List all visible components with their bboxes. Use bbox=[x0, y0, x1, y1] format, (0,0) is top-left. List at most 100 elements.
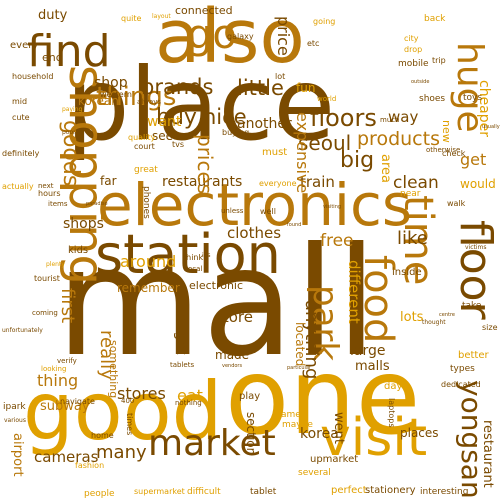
word-must: must bbox=[262, 147, 288, 158]
word-visit: visit bbox=[320, 408, 428, 468]
word-day: day bbox=[384, 381, 403, 392]
word-size: size bbox=[482, 323, 498, 332]
word-store: store bbox=[215, 308, 253, 326]
word-products: products bbox=[357, 128, 440, 150]
word-big: big bbox=[340, 148, 375, 173]
word-local: local bbox=[186, 265, 203, 273]
word-connected: connected bbox=[175, 4, 233, 17]
word-tourist: tourist bbox=[34, 274, 60, 283]
word-paying: paying bbox=[62, 106, 83, 113]
word-tvs: tvs bbox=[172, 140, 185, 149]
word-stores: stores bbox=[117, 384, 166, 403]
word-things: things bbox=[96, 82, 177, 112]
word-victims: victims bbox=[465, 244, 487, 251]
word-mid: mid bbox=[12, 97, 28, 106]
word-remember: remember bbox=[117, 281, 180, 295]
word-ipark: ipark bbox=[3, 402, 26, 412]
word-end: end bbox=[42, 51, 63, 64]
word-clothes: clothes bbox=[227, 224, 282, 242]
word-place: place bbox=[66, 46, 336, 163]
word-400: 400 bbox=[121, 397, 135, 405]
word-shops: shops bbox=[63, 216, 104, 232]
word-came: came bbox=[276, 410, 301, 420]
word-station: station bbox=[95, 223, 281, 286]
word-otherwise: otherwise bbox=[426, 146, 461, 154]
word-brands: brands bbox=[141, 75, 214, 99]
word-interesting: interesting bbox=[420, 487, 469, 497]
word-mobile: mobile bbox=[398, 59, 429, 69]
word-one: one bbox=[225, 336, 421, 458]
word-cute: cute bbox=[12, 113, 30, 122]
word-tablet: tablet bbox=[250, 487, 277, 497]
word-upmarket: upmarket bbox=[310, 454, 359, 465]
word-places: places bbox=[400, 426, 439, 440]
word-section: section bbox=[244, 412, 258, 456]
word-buy: buy bbox=[156, 105, 197, 130]
word-everyone: everyone bbox=[259, 179, 297, 188]
word-difficult: difficult bbox=[187, 487, 221, 497]
word-home: home bbox=[91, 431, 114, 440]
word-tablets: tablets bbox=[170, 361, 195, 369]
word-free: free bbox=[320, 231, 354, 251]
word-like: like bbox=[397, 228, 428, 249]
word-bought: bought bbox=[173, 305, 189, 355]
word-household: household bbox=[12, 72, 54, 81]
word-going: going bbox=[313, 17, 336, 26]
word-malls: malls bbox=[355, 359, 390, 374]
word-train: train bbox=[300, 173, 335, 191]
word-floors: floors bbox=[310, 104, 377, 132]
word-shoes: shoes bbox=[419, 94, 446, 104]
word-take: take bbox=[462, 301, 482, 311]
word-layout: layout bbox=[152, 13, 171, 20]
word-found: found bbox=[287, 222, 302, 228]
word-city: city bbox=[404, 34, 419, 43]
word-supermarket: supermarket bbox=[134, 487, 185, 496]
word-get: get bbox=[460, 150, 487, 169]
word-ios: ios bbox=[202, 252, 211, 259]
word-eat: eat bbox=[177, 386, 203, 405]
word-perfect: perfect bbox=[331, 485, 367, 496]
word-play: play bbox=[239, 391, 261, 402]
word-plenty: plenty bbox=[46, 261, 65, 268]
word-galaxy: galaxy bbox=[227, 32, 254, 41]
word-vendors: vendors bbox=[222, 363, 243, 369]
word-walk: walk bbox=[447, 199, 466, 208]
word-looking: looking bbox=[41, 365, 67, 373]
word-items: items bbox=[48, 200, 68, 208]
word-court: court bbox=[134, 142, 155, 151]
word-toys: toys bbox=[463, 93, 483, 103]
word-visiting: visiting bbox=[323, 204, 342, 210]
word-would: would bbox=[460, 177, 496, 191]
word-around: around bbox=[120, 252, 177, 271]
word-made: made bbox=[215, 348, 250, 362]
word-actually: actually bbox=[2, 182, 34, 191]
word-airport: airport bbox=[10, 433, 25, 477]
word-much: much bbox=[380, 116, 400, 124]
word-next: next bbox=[38, 182, 54, 190]
word-nice: nice bbox=[203, 105, 247, 129]
word-near: near bbox=[400, 189, 421, 199]
word-fashion: fashion bbox=[75, 461, 105, 470]
word-unless: unless bbox=[221, 207, 244, 215]
word-people: people bbox=[84, 489, 115, 499]
word-went: went bbox=[331, 412, 346, 444]
word-something: something bbox=[107, 340, 120, 399]
word-duty: duty bbox=[38, 8, 68, 23]
word-subway: subway bbox=[40, 399, 90, 414]
word-various: various bbox=[4, 417, 26, 424]
word-always: always bbox=[137, 98, 162, 106]
word-stationery: stationery bbox=[365, 485, 416, 496]
word-new: new bbox=[440, 120, 453, 143]
word-maybe: maybe bbox=[282, 420, 313, 430]
word-laptops: laptops bbox=[387, 398, 396, 428]
word-buying: buying bbox=[222, 128, 250, 137]
word-definitely: definitely bbox=[2, 149, 40, 158]
word-well: well bbox=[260, 207, 276, 216]
word-paradise: paradise bbox=[86, 201, 108, 207]
word-go: go bbox=[187, 12, 237, 58]
word-electronic: electronic bbox=[189, 279, 244, 292]
word-centre: centre bbox=[439, 312, 455, 318]
word-shop: shop bbox=[94, 75, 128, 91]
word-several: several bbox=[298, 468, 331, 478]
